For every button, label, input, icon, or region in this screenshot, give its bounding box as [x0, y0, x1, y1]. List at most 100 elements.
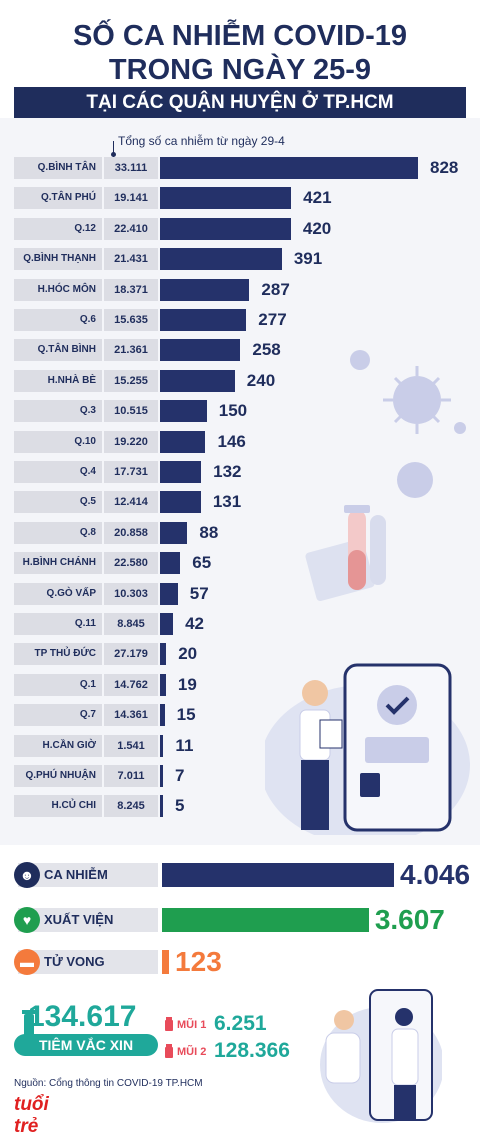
- bar-value-label: 420: [302, 218, 332, 238]
- bar-value-label: 287: [261, 279, 290, 299]
- district-total: 7.011: [104, 765, 158, 787]
- district-total: 19.220: [104, 430, 158, 453]
- district-name: Q.5: [14, 491, 102, 514]
- bar: [160, 157, 418, 179]
- district-total: 33.111: [104, 157, 158, 179]
- summary-deaths: TỬ VONG ▬ 123: [14, 946, 480, 977]
- bar-value-label: 146: [217, 431, 246, 451]
- bar-value-label: 240: [246, 370, 276, 390]
- district-total: 8.245: [104, 795, 158, 818]
- district-name: Q.4: [14, 461, 102, 483]
- bar: [160, 187, 292, 210]
- bar-row: Q.5 12.414 131: [0, 491, 480, 514]
- bar-value-label: 391: [293, 249, 323, 269]
- district-name: Q.GÒ VẤP: [14, 582, 102, 605]
- district-name: Q.11: [14, 613, 102, 635]
- district-name: Q.TÂN PHÚ: [14, 187, 102, 210]
- summary-recovered: XUẤT VIỆN ♥ 3.607: [14, 904, 480, 935]
- dose1-value: 6.251: [214, 1012, 267, 1035]
- bar: [160, 795, 163, 818]
- summary-recovered-label: XUẤT VIỆN: [18, 908, 158, 932]
- summary-recovered-bar: [162, 908, 369, 932]
- vaccination-total: 134.617: [28, 1000, 137, 1033]
- bar: [160, 430, 206, 453]
- district-total: 14.361: [104, 704, 158, 727]
- bar: [160, 613, 174, 635]
- bar-row: Q.3 10.515 150: [0, 400, 480, 423]
- bar-value-label: 5: [175, 796, 185, 816]
- district-name: Q.8: [14, 521, 102, 544]
- bar: [160, 491, 201, 514]
- bar-value-label: 258: [252, 340, 281, 360]
- summary-infected-value: 4.046: [400, 859, 471, 890]
- publisher-logo: tuổi trẻ: [14, 1094, 49, 1137]
- summary-deaths-bar: [162, 950, 170, 974]
- district-total: 18.371: [104, 278, 158, 301]
- district-name: Q.TÂN BÌNH: [14, 339, 102, 362]
- district-total: 1.541: [104, 734, 158, 757]
- person-head-icon: ☻: [14, 862, 40, 888]
- bar-row: Q.BÌNH THẠNH 21.431 391: [0, 248, 480, 271]
- bar-value-label: 277: [258, 310, 287, 329]
- district-total: 19.141: [104, 187, 158, 210]
- bar-row: H.CỦ CHI 8.245 5: [0, 795, 480, 818]
- bar-row: H.HÓC MÔN 18.371 287: [0, 278, 480, 301]
- bar-row: Q.6 15.635 277: [0, 309, 480, 331]
- district-name: H.CỦ CHI: [14, 795, 102, 818]
- doctor-phone-illustration: [265, 663, 470, 835]
- bar: [160, 278, 250, 301]
- district-name: Q.BÌNH THẠNH: [14, 248, 102, 271]
- vial-icon-dose2: [165, 1044, 173, 1058]
- bar-row: Q.11 8.845 42: [0, 613, 480, 635]
- district-total: 17.731: [104, 461, 158, 483]
- district-total: 14.762: [104, 673, 158, 696]
- vial-icon-dose1: [165, 1017, 173, 1031]
- district-name: H.CẦN GIỜ: [14, 734, 102, 757]
- district-total: 10.303: [104, 582, 158, 605]
- bar: [160, 673, 166, 696]
- bar: [160, 461, 202, 483]
- bar: [160, 217, 291, 240]
- bar-value-label: 57: [189, 583, 209, 603]
- column-note: Tổng số ca nhiễm từ ngày 29-4: [118, 134, 285, 148]
- bar-row: Q.1 14.762 19: [0, 673, 480, 696]
- bar: [160, 339, 241, 362]
- bar: [160, 734, 164, 757]
- district-name: Q.6: [14, 309, 102, 331]
- bar-value-label: 88: [199, 522, 219, 542]
- bar-row: Q.8 20.858 88: [0, 521, 480, 544]
- dose2-value: 128.366: [214, 1039, 290, 1062]
- virus-illustration: [350, 350, 466, 498]
- district-total: 10.515: [104, 400, 158, 423]
- bed-icon: ▬: [14, 949, 40, 975]
- subtitle-bar: TẠI CÁC QUẬN HUYỆN Ở TP.HCM: [14, 87, 466, 118]
- bar-value-label: 828: [430, 158, 459, 177]
- bar-row: Q.10 19.220 146: [0, 430, 480, 453]
- district-total: 27.179: [104, 643, 158, 666]
- district-name: Q.10: [14, 430, 102, 453]
- vaccination-illustration: [320, 989, 442, 1123]
- bar-row: Q.PHÚ NHUẬN 7.011 7: [0, 765, 480, 787]
- bar-value-label: 19: [177, 674, 197, 694]
- column-note-pointer: [113, 141, 114, 157]
- district-total: 8.845: [104, 613, 158, 635]
- district-name: TP THỦ ĐỨC: [14, 643, 102, 666]
- district-total: 21.431: [104, 248, 158, 271]
- bar: [160, 582, 178, 605]
- bar-row: Q.12 22.410 420: [0, 217, 480, 240]
- bar-row: TP THỦ ĐỨC 27.179 20: [0, 643, 480, 666]
- bar: [160, 552, 181, 575]
- district-name: Q.12: [14, 217, 102, 240]
- bar-value-label: 131: [212, 492, 242, 512]
- district-total: 15.635: [104, 309, 158, 331]
- bar-value-label: 42: [185, 614, 204, 633]
- summary-deaths-value: 123: [175, 946, 222, 977]
- summary-infected: CA NHIỄM ☻ 4.046: [14, 859, 480, 890]
- vaccination-label: TIÊM VẮC XIN: [14, 1034, 158, 1056]
- page-title-line1: SỐ CA NHIỄM COVID-19: [72, 20, 408, 52]
- summary-deaths-label: TỬ VONG: [18, 950, 158, 974]
- district-name: Q.3: [14, 400, 102, 423]
- bar-row: Q.BÌNH TÂN 33.111 828: [0, 157, 480, 179]
- bar-value-label: 65: [192, 553, 212, 573]
- bar-row: Q.GÒ VẤP 10.303 57: [0, 582, 480, 605]
